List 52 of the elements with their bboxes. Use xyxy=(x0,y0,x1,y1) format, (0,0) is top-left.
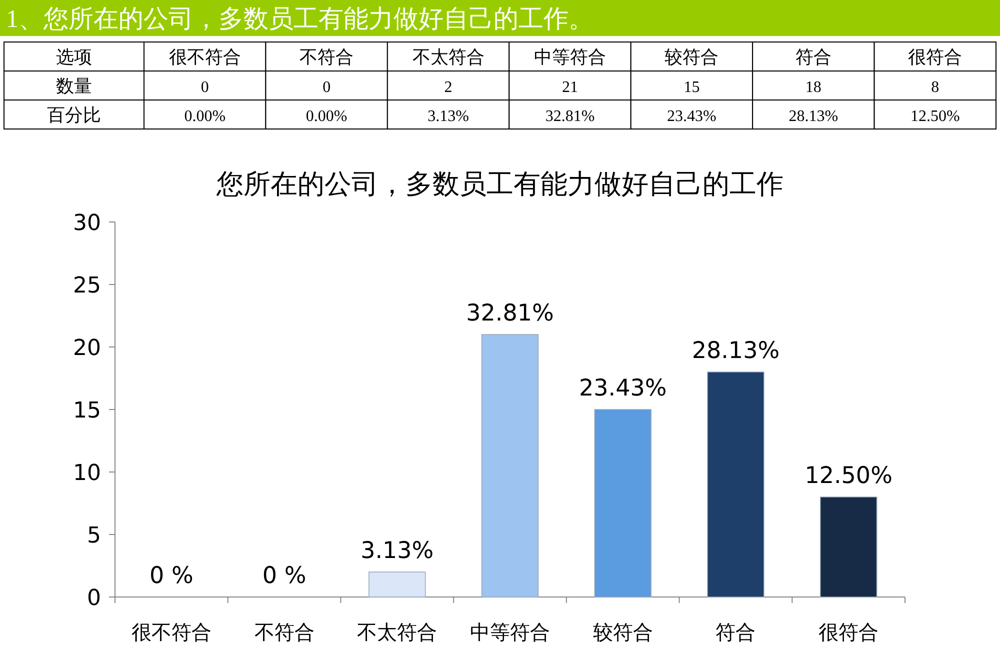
y-tick-label: 30 xyxy=(73,211,101,236)
x-tick-label: 不符合 xyxy=(254,620,314,644)
annotation: 12.50% xyxy=(804,463,892,489)
category-label: 符合 xyxy=(795,47,832,68)
x-tick-label: 很符合 xyxy=(818,620,879,644)
annotation: 28.13% xyxy=(692,338,780,364)
y-tick-label: 15 xyxy=(73,398,101,424)
text: 2 xyxy=(444,79,452,96)
annotation: 0 % xyxy=(150,563,194,589)
x-tick-label: 中等符合 xyxy=(470,620,550,644)
bar xyxy=(594,409,652,598)
annotation: 3.13% xyxy=(360,538,434,564)
category-label: 较符合 xyxy=(664,47,719,68)
text: 百分比 xyxy=(47,105,101,126)
x-tick-label: 符合 xyxy=(716,620,756,644)
bar xyxy=(481,334,539,598)
text: 15 xyxy=(684,79,700,96)
y-tick-label: 10 xyxy=(73,461,101,486)
text: 21 xyxy=(562,79,578,96)
category-label: 很符合 xyxy=(908,47,962,68)
chart-title: 您所在的公司，多数员工有能力做好自己的工作 xyxy=(216,169,784,200)
text: 0 xyxy=(322,79,331,96)
category-label: 不太符合 xyxy=(412,47,484,68)
text: 数量 xyxy=(56,76,92,97)
bar xyxy=(707,372,764,598)
bar xyxy=(368,572,426,598)
y-tick-label: 20 xyxy=(73,336,101,361)
text: 18 xyxy=(805,79,822,96)
text: 0.00% xyxy=(184,108,226,125)
text: 12.50% xyxy=(910,108,960,125)
text: 0.00% xyxy=(306,108,348,125)
text: 32.81% xyxy=(545,108,595,125)
annotation: 23.43% xyxy=(579,376,667,402)
x-tick-label: 很不符合 xyxy=(131,620,212,644)
annotation: 0 % xyxy=(262,563,306,589)
text: 1、您所在的公司，多数员工有能力做好自己的工作。 xyxy=(6,6,594,33)
annotation: 32.81% xyxy=(466,300,554,326)
y-tick-label: 5 xyxy=(87,524,101,548)
text: 23.43% xyxy=(667,108,716,125)
x-tick-label: 不太符合 xyxy=(357,620,438,644)
category-label: 不符合 xyxy=(300,47,354,68)
text: 0 xyxy=(200,79,209,96)
text: 选项 xyxy=(56,47,92,68)
x-tick-label: 较符合 xyxy=(592,620,653,644)
y-tick-label: 0 xyxy=(87,586,101,611)
category-label: 中等符合 xyxy=(534,47,606,68)
bar xyxy=(820,496,878,598)
text: 28.13% xyxy=(788,108,838,125)
text: 8 xyxy=(931,79,940,96)
text: 3.13% xyxy=(428,108,469,125)
y-tick-label: 25 xyxy=(73,274,101,298)
category-label: 很不符合 xyxy=(168,47,241,68)
